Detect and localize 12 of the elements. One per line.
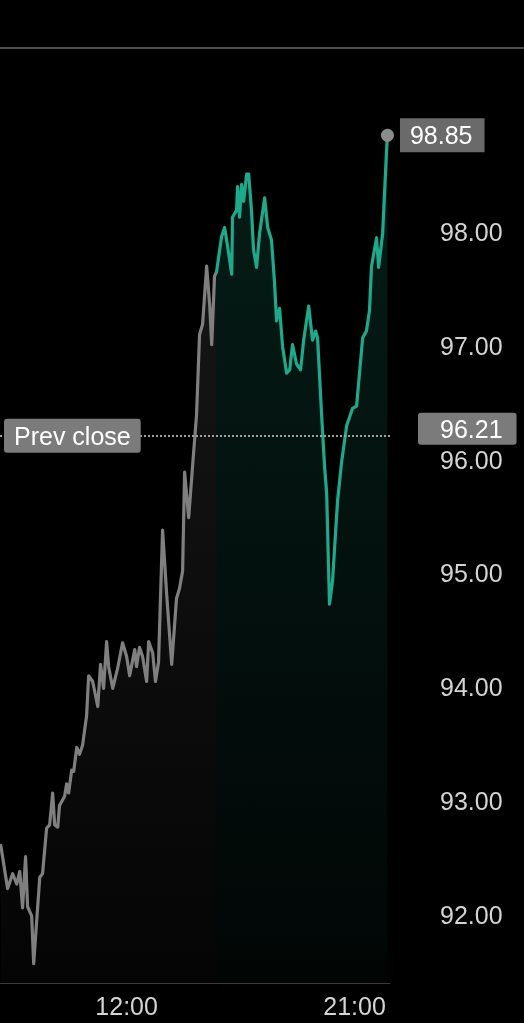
text: 96.21 <box>440 414 503 443</box>
y-tick-label: 92.00 <box>440 900 503 929</box>
y-tick-label: 95.00 <box>440 559 503 588</box>
data-label: 98.85 <box>409 121 473 150</box>
y-tick-label: 97.00 <box>440 331 503 360</box>
ref-line-label: Prev close <box>14 421 131 450</box>
y-tick-label: 98.00 <box>440 218 503 247</box>
x-tick-label: 12:00 <box>95 991 158 1020</box>
y-tick-label: 94.00 <box>440 673 503 702</box>
x-tick-label: 21:00 <box>323 991 386 1020</box>
y-tick-label: 93.00 <box>440 786 503 815</box>
y-tick-label: 96.00 <box>440 445 503 474</box>
